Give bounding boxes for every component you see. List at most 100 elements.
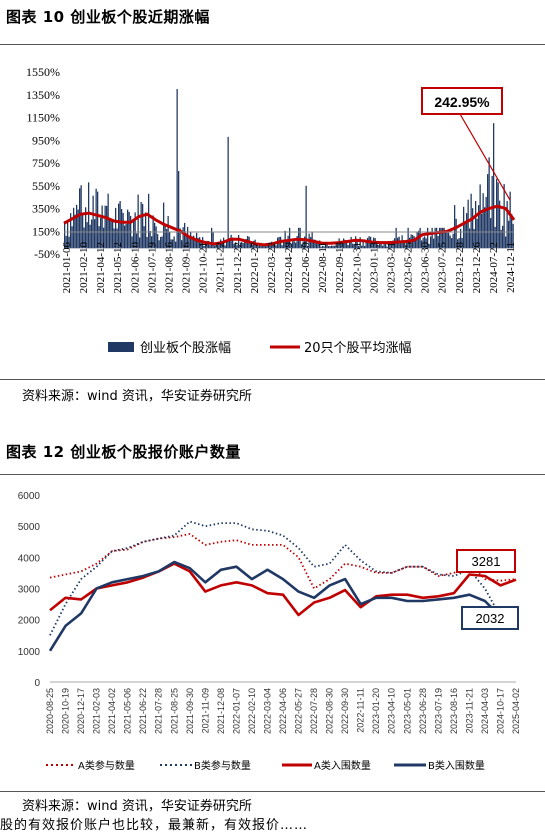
chart10-svg: 1550%1350%1150%950%750%550%350%150%-50% … xyxy=(26,65,517,356)
chart10-annotation-leader xyxy=(459,113,511,201)
chart10-bar xyxy=(409,237,411,249)
chart10-y-tick-label: 350% xyxy=(32,202,60,216)
chart10-bar xyxy=(71,226,73,249)
chart10-bar xyxy=(385,241,387,249)
chart10-x-tick-label: 2021-08-16 xyxy=(164,242,176,294)
chart10-bar xyxy=(83,227,85,249)
chart10-bar xyxy=(464,223,466,249)
chart12-x-tick-label: 2021-02-03 xyxy=(92,688,102,734)
chart10-bar xyxy=(349,241,351,249)
chart10-bar xyxy=(359,237,361,249)
chart10-bar xyxy=(80,185,82,249)
chart10-bar xyxy=(124,225,126,249)
chart12-x-tick-label: 2021-06-22 xyxy=(138,688,148,734)
chart10-bar xyxy=(431,227,433,249)
chart10-bar xyxy=(73,207,75,249)
chart10-bar xyxy=(379,241,381,249)
chart10-x-tick-label: 2021-06-10 xyxy=(129,242,141,294)
chart10-bar xyxy=(455,218,457,249)
chart10-bar xyxy=(403,240,405,249)
chart12-series-b-in xyxy=(48,560,517,652)
chart10-bar xyxy=(133,219,135,249)
chart10-bar xyxy=(392,240,394,249)
chart10-bar xyxy=(479,184,481,249)
chart10-bar xyxy=(68,236,70,249)
chart12-x-tick-label: 2020-10-19 xyxy=(61,688,71,734)
chart10-bar xyxy=(314,239,316,249)
chart12-x-tick-label: 2023-04-10 xyxy=(387,688,397,734)
chart10-bar xyxy=(241,242,243,249)
chart10-bar xyxy=(347,245,349,249)
chart10-bar xyxy=(65,235,67,249)
chart10-bar xyxy=(460,228,462,249)
chart10-bar xyxy=(484,207,486,249)
chart10-bar xyxy=(193,235,195,249)
chart12-x-tick-label: 2022-11-11 xyxy=(356,688,366,733)
chart12-x-tick-label: 2022-03-04 xyxy=(263,688,273,734)
chart10-bar xyxy=(140,202,142,249)
chart10-bar xyxy=(481,213,483,249)
divider xyxy=(0,379,545,380)
chart12-y-tick-label: 2000 xyxy=(18,616,41,627)
chart10-bar xyxy=(146,236,148,249)
chart10-bar xyxy=(232,237,234,249)
chart10-bar xyxy=(451,238,453,249)
divider xyxy=(0,791,545,792)
chart10-bar xyxy=(491,175,493,249)
chart10-bar xyxy=(500,229,502,249)
chart10-bar xyxy=(203,245,205,249)
chart10-bar xyxy=(149,231,151,249)
chart10-bar xyxy=(257,245,259,249)
chart12-x-tick-label: 2022-05-27 xyxy=(294,688,304,734)
chart10-bar xyxy=(98,226,100,249)
chart10-bar xyxy=(200,240,202,249)
chart10-bar xyxy=(239,245,241,249)
chart10-bar xyxy=(188,235,190,249)
chart10-x-tick-label: 2022-03-22 xyxy=(266,242,278,293)
chart10-bar xyxy=(296,235,298,249)
chart10-bar xyxy=(505,236,507,249)
chart10-bar xyxy=(275,245,277,249)
chart10-bar xyxy=(440,227,442,249)
chart10-bar xyxy=(268,243,270,249)
chart10-x-tick-label: 2023-12-28 xyxy=(454,242,466,294)
chart12-y-tick-label: 4000 xyxy=(18,553,41,564)
chart12-series-a-in xyxy=(49,562,517,617)
chart10-annotation-box xyxy=(421,87,503,115)
chart10-bar xyxy=(355,236,357,249)
chart10-bar xyxy=(503,184,505,249)
chart10-bar xyxy=(185,234,187,249)
chart12-source: 资料来源：wind 资讯，华安证券研究所 xyxy=(22,799,252,814)
chart10-bar xyxy=(95,188,97,249)
legend-label-line: 20只个股平均涨幅 xyxy=(304,341,412,356)
chart10-bar xyxy=(310,237,312,249)
chart10-bar xyxy=(395,227,397,249)
chart12-legend: A类参与数量 B类参与数量 A类入围数量 B类入围数量 xyxy=(46,759,485,772)
chart10-bar xyxy=(472,208,474,249)
chart12-x-tick-label: 2022-09-30 xyxy=(340,688,350,734)
chart10-x-tick-label: 2024-07-22 xyxy=(488,242,500,293)
chart10-bar xyxy=(166,229,168,249)
chart10-bar xyxy=(415,240,417,249)
chart10-x-tick-label: 2021-04-12 xyxy=(95,242,107,293)
chart10-bar xyxy=(487,174,489,249)
chart10-bar xyxy=(173,236,175,249)
chart10-bar xyxy=(125,223,127,249)
chart10-bar xyxy=(86,222,88,249)
chart10-bar xyxy=(295,242,297,249)
chart10-y-tick-label: -50% xyxy=(34,247,60,261)
chart10-x-tick-label: 2023-07-25 xyxy=(437,242,449,294)
chart12-x-tick-label: 2023-08-16 xyxy=(449,688,459,734)
chart10-bar xyxy=(434,227,436,249)
chart10-bar xyxy=(227,136,229,249)
chart10-bar xyxy=(274,243,276,249)
legend-label-a-in: A类入围数量 xyxy=(314,759,371,772)
chart12-x-tick-label: 2023-06-28 xyxy=(418,688,428,734)
chart10-bar xyxy=(371,243,373,249)
chart10-bar xyxy=(181,240,183,249)
chart12-x-tick-label: 2021-08-25 xyxy=(169,688,179,734)
chart10-bar xyxy=(488,157,490,249)
chart10-bar xyxy=(76,204,78,249)
chart12-x-tick-label: 2020-12-17 xyxy=(76,688,86,734)
chart10-bar xyxy=(467,199,469,249)
